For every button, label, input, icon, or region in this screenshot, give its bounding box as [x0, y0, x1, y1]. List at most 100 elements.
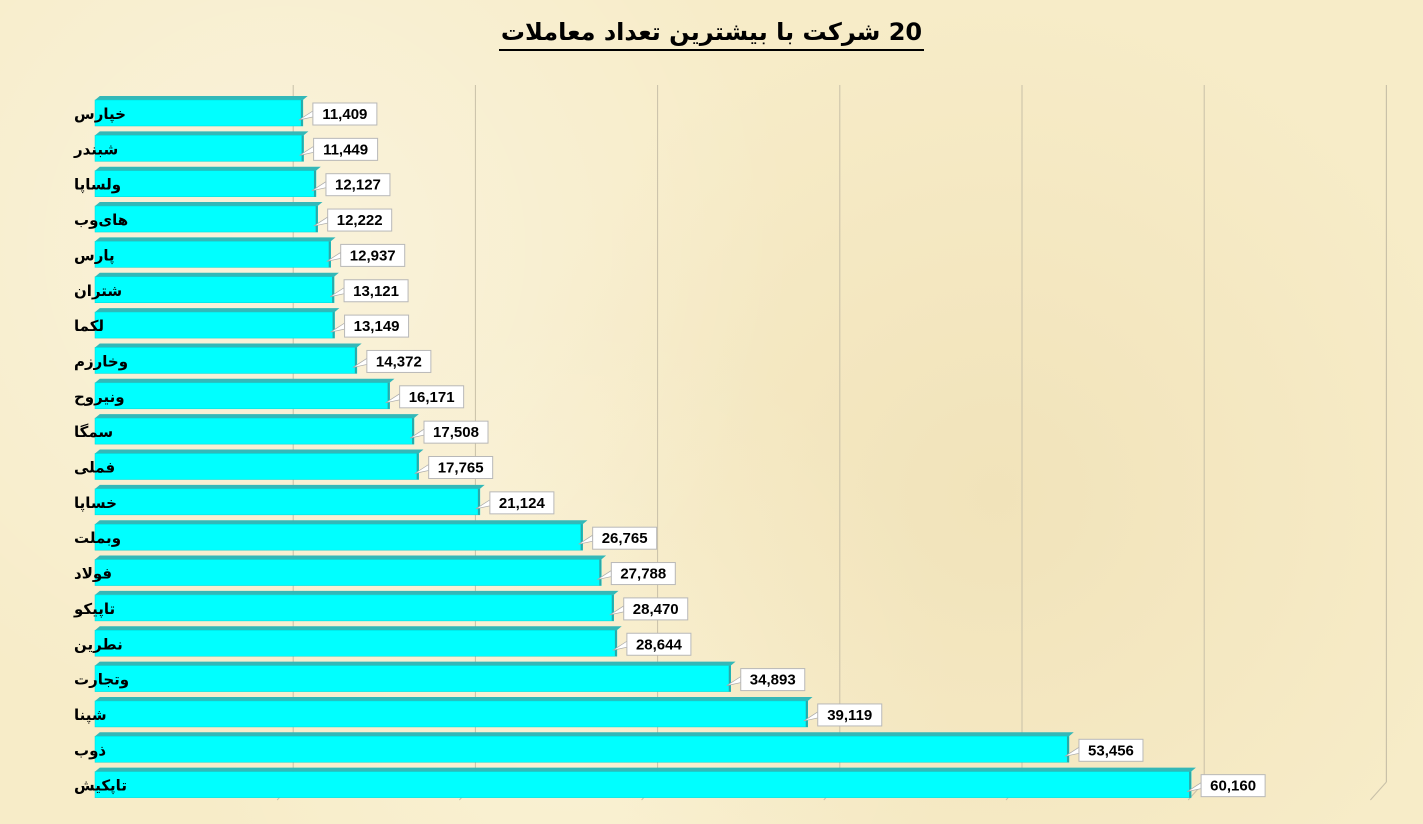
- bar-top: [95, 272, 339, 277]
- bar: [94, 630, 618, 657]
- bar-top: [95, 96, 308, 100]
- bar-end: [301, 135, 304, 162]
- bar-end: [1066, 736, 1069, 763]
- bar-end: [580, 524, 583, 551]
- bar-top: [95, 414, 419, 419]
- bar-top: [95, 661, 736, 666]
- value-box: [366, 349, 432, 373]
- bar-top: [95, 696, 813, 701]
- value-box: [1200, 774, 1266, 798]
- category-label: تاپیکو: [73, 600, 115, 619]
- bars: [94, 96, 1196, 798]
- value-label: 21,124: [499, 495, 546, 512]
- bar-end: [332, 276, 335, 303]
- value-label: 17,508: [433, 424, 479, 441]
- bar-top: [95, 131, 309, 136]
- category-label: شپنا: [74, 706, 107, 725]
- bar-top: [95, 590, 619, 595]
- bar-top: [95, 626, 622, 631]
- value-label: 12,222: [337, 212, 383, 229]
- value-label: 26,765: [602, 530, 648, 547]
- category-label: فملی: [74, 459, 115, 477]
- value-box: [325, 173, 391, 197]
- bar: [94, 523, 583, 551]
- bar-top: [95, 484, 485, 489]
- chart-title: 20 شرکت با بیشترین تعداد معاملات: [0, 18, 1423, 51]
- category-label: شبندر: [73, 140, 118, 158]
- bar-end: [599, 559, 602, 586]
- value-label: 39,119: [827, 707, 872, 724]
- value-box: [399, 385, 465, 409]
- value-label: 11,449: [323, 141, 368, 158]
- bar: [94, 771, 1192, 798]
- gridline-floor: [1370, 781, 1387, 801]
- bar-end: [611, 594, 614, 621]
- bar-end: [614, 630, 617, 657]
- bar: [94, 382, 390, 410]
- value-label: 12,127: [335, 177, 381, 194]
- bar-end: [477, 488, 480, 515]
- bar: [94, 559, 602, 586]
- value-label: 13,121: [353, 283, 399, 300]
- bar-end: [300, 100, 303, 126]
- category-label: نطرین: [74, 635, 123, 653]
- category-label: وخارزم: [74, 352, 128, 370]
- bar-top: [95, 520, 588, 525]
- value-box: [610, 562, 676, 586]
- bar-end: [332, 312, 335, 339]
- value-box: [592, 526, 658, 550]
- bar-end: [387, 382, 390, 409]
- bar-end: [1189, 771, 1192, 798]
- value-label: 28,470: [633, 601, 679, 618]
- value-box: [489, 491, 555, 515]
- bar-top: [95, 166, 321, 171]
- value-label: 60,160: [1210, 778, 1256, 795]
- bar: [94, 205, 318, 233]
- value-label: 12,937: [350, 247, 396, 264]
- category-label: های‌وب: [74, 211, 128, 229]
- value-label: 11,409: [322, 106, 367, 123]
- value-box: [423, 420, 489, 444]
- bar: [94, 417, 415, 445]
- bar-top: [95, 343, 362, 348]
- value-box: [740, 668, 806, 692]
- value-box: [344, 314, 410, 338]
- value-label: 28,644: [636, 636, 683, 653]
- value-label: 17,765: [438, 460, 484, 477]
- value-label: 27,788: [620, 566, 666, 583]
- bar-top: [95, 767, 1196, 772]
- category-label: تاپکیش: [74, 777, 127, 796]
- value-label: 53,456: [1088, 742, 1134, 759]
- bar-end: [805, 700, 808, 727]
- bar-end: [411, 418, 414, 445]
- category-label: ذوب: [74, 741, 106, 759]
- value-label: 13,149: [354, 318, 400, 335]
- bar-end: [416, 453, 419, 480]
- bar-top: [95, 555, 607, 560]
- category-label: سمگا: [74, 423, 113, 441]
- value-box: [623, 597, 689, 621]
- bar-top: [95, 732, 1074, 737]
- bar-top: [95, 202, 323, 207]
- bar: [94, 700, 808, 728]
- value-box: [343, 279, 409, 303]
- bar: [94, 665, 732, 692]
- bar: [94, 170, 317, 197]
- bar-end: [728, 665, 731, 692]
- bar-top: [95, 378, 395, 383]
- category-label: لکما: [74, 317, 104, 335]
- bar: [94, 135, 304, 162]
- value-box: [1078, 738, 1144, 762]
- value-label: 14,372: [376, 353, 422, 370]
- bar-end: [354, 347, 357, 374]
- category-label: خپارس: [74, 105, 126, 124]
- bar: [94, 594, 614, 622]
- category-label: شتران: [74, 282, 122, 300]
- category-label: وتجارت: [74, 671, 129, 689]
- bar: [94, 488, 481, 516]
- category-label: ولساپا: [74, 176, 121, 195]
- value-box: [313, 137, 379, 161]
- category-label: فولاد: [74, 565, 112, 583]
- category-label: ونیروح: [74, 388, 125, 406]
